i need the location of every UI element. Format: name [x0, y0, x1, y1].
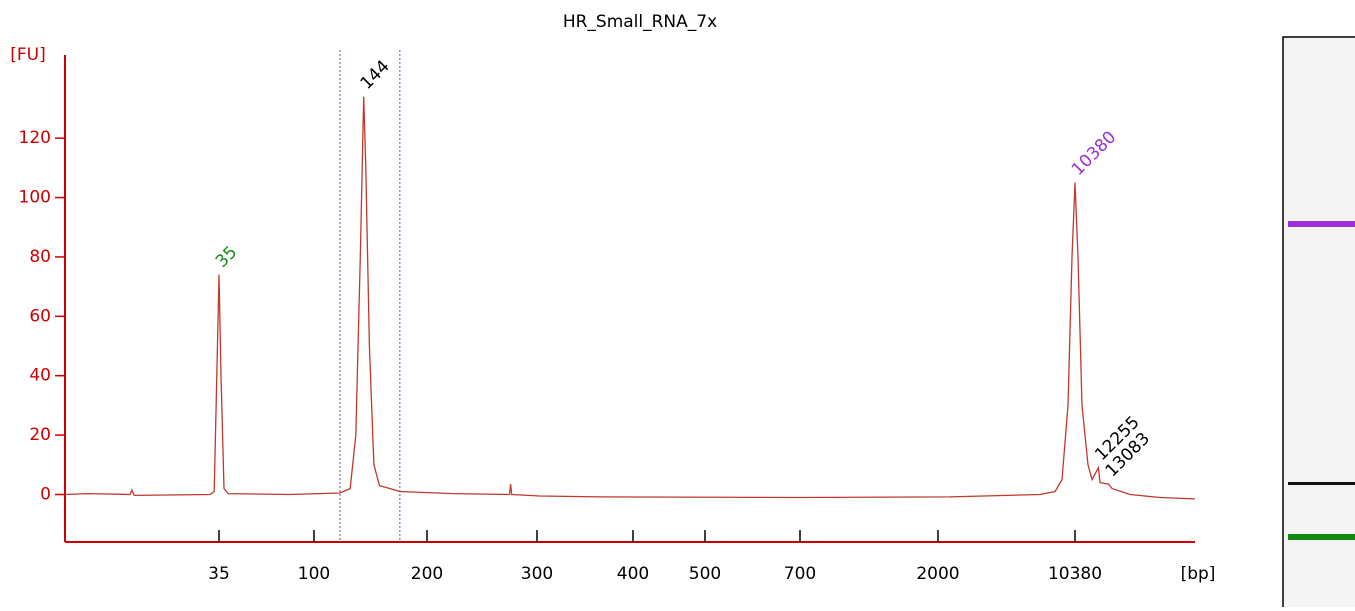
chart-title: HR_Small_RNA_7x: [563, 12, 717, 32]
y-axis-label: [FU]: [10, 45, 46, 65]
y-tick-label: 120: [19, 128, 51, 148]
y-tick-label: 80: [29, 247, 51, 267]
y-tick-label: 60: [29, 306, 51, 326]
x-axis-label: [bp]: [1181, 564, 1216, 584]
y-tick-label: 20: [29, 425, 51, 445]
gel-band: [1288, 534, 1355, 540]
x-tick-label: 10380: [1048, 564, 1102, 584]
x-tick-label: 200: [411, 564, 443, 584]
gel-lane: [1282, 36, 1355, 611]
gel-band: [1288, 221, 1355, 227]
x-tick-label: 100: [298, 564, 330, 584]
y-tick-label: 100: [19, 188, 51, 208]
peak-label: 10380: [1068, 127, 1120, 179]
peak-label: 144: [357, 57, 394, 94]
x-tick-label: 35: [208, 564, 230, 584]
y-tick-label: 0: [40, 484, 51, 504]
x-tick-label: 300: [521, 564, 553, 584]
peak-label: 35: [212, 242, 241, 271]
gel-band: [1288, 482, 1355, 485]
x-tick-label: 400: [617, 564, 649, 584]
trace: [64, 96, 1196, 500]
x-tick-label: 2000: [916, 564, 959, 584]
x-tick-label: 500: [689, 564, 721, 584]
x-tick-label: 700: [784, 564, 816, 584]
y-tick-label: 40: [29, 366, 51, 386]
